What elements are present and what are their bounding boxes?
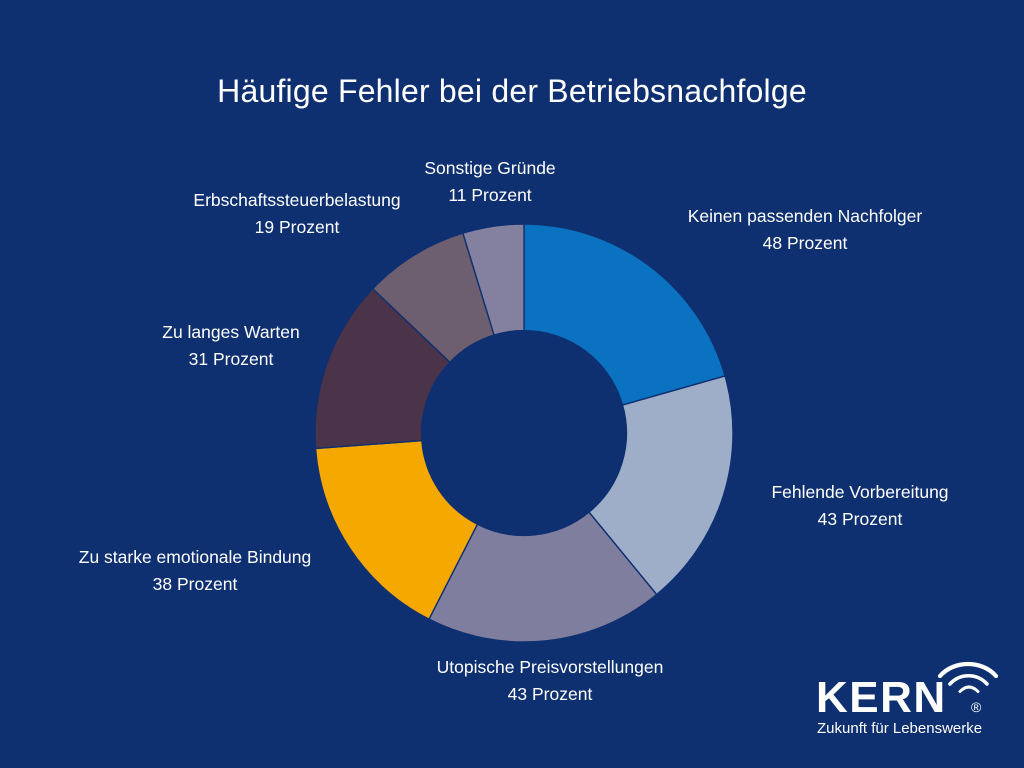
donut-chart-svg: Keinen passenden Nachfolger — 48 Prozent…: [315, 224, 733, 642]
slice-value-label: 11 Prozent: [448, 185, 532, 206]
slice-value-label: 43 Prozent: [817, 509, 903, 530]
slice-label: Zu starke emotionale Bindung: [78, 547, 312, 567]
donut-chart: Keinen passenden Nachfolger — 48 Prozent…: [315, 224, 733, 642]
slice-callout-sonstige-gruende: Sonstige Gründe 11 Prozent: [390, 155, 590, 209]
slice-value-label: 19 Prozent: [254, 217, 340, 238]
slice-callout-keinen-passenden-nachfolger: Keinen passenden Nachfolger 48 Prozent: [660, 203, 950, 257]
donut-slice[interactable]: Keinen passenden Nachfolger — 48 Prozent: [523, 224, 726, 406]
brand-wordmark: KERN: [816, 673, 947, 722]
slice-label: Utopische Preisvorstellungen: [436, 657, 664, 677]
donut-slice[interactable]: Utopische Preisvorstellungen — 43 Prozen…: [428, 511, 658, 642]
slice-label: Erbschaftssteuerbelastung: [193, 190, 401, 210]
donut-slice[interactable]: Zu starke emotionale Bindung — 38 Prozen…: [315, 439, 479, 621]
slice-value-label: 31 Prozent: [188, 349, 274, 370]
slice-value-label: 38 Prozent: [152, 574, 238, 595]
donut-slice[interactable]: Fehlende Vorbereitung — 43 Prozent: [588, 375, 733, 596]
donut-slice[interactable]: Sonstige Gründe — 11 Prozent: [462, 224, 525, 336]
slice-callout-utopische-preisvorstellungen: Utopische Preisvorstellungen 43 Prozent: [400, 654, 700, 708]
arc-swoosh-icon: [937, 662, 998, 693]
slice-callout-zu-langes-warten: Zu langes Warten 31 Prozent: [116, 319, 346, 373]
slice-callout-erbschaftssteuerbelastung: Erbschaftssteuerbelastung 19 Prozent: [142, 187, 452, 241]
slice-label: Sonstige Gründe: [424, 158, 556, 178]
slice-callout-zu-starke-emotionale-bindung: Zu starke emotionale Bindung 38 Prozent: [50, 544, 340, 598]
brand-logo-svg: KERN ® Zukunft für Lebenswerke: [816, 662, 998, 737]
donut-slice-group: Keinen passenden Nachfolger — 48 Prozent…: [315, 224, 733, 642]
brand-logo: KERN ® Zukunft für Lebenswerke: [814, 654, 998, 740]
registered-mark: ®: [971, 699, 982, 715]
slice-label: Fehlende Vorbereitung: [771, 482, 949, 502]
slice-callout-fehlende-vorbereitung: Fehlende Vorbereitung 43 Prozent: [748, 479, 972, 533]
slice-label: Keinen passenden Nachfolger: [687, 206, 923, 226]
slice-label: Zu langes Warten: [162, 322, 300, 342]
page-title: Häufige Fehler bei der Betriebsnachfolge: [217, 73, 807, 109]
slice-value-label: 48 Prozent: [762, 233, 848, 254]
brand-tagline: Zukunft für Lebenswerke: [817, 720, 982, 737]
slice-value-label: 43 Prozent: [507, 684, 593, 705]
